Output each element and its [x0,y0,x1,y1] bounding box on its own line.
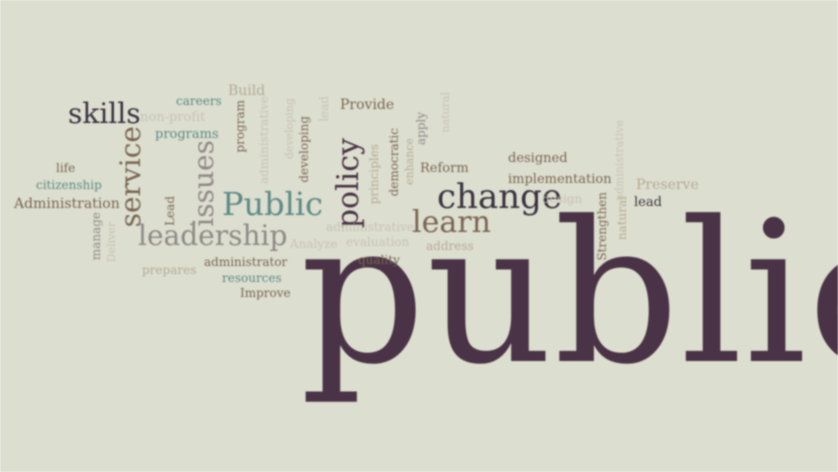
word-skills: skills [68,97,141,130]
word-careers: careers [176,94,222,108]
word-resources: resources [222,271,282,285]
word-issues: issues [187,140,220,227]
word-build: Build [228,83,266,99]
word-policy: policy [331,138,366,229]
word-natural: natural [615,196,629,241]
word-prepares: prepares [142,263,197,277]
word-evaluation: evaluation [346,235,410,249]
word-improve: Improve [240,286,291,300]
word-citizenship: citizenship [36,178,102,192]
word-developing-faint: developing [283,98,296,160]
word-management-faint: administrative [257,96,271,185]
word-change: change [437,177,562,217]
word-quality: quality [358,253,400,267]
word-reform: Reform [420,161,469,176]
word-manage: manage [89,212,103,261]
word-administrative: administrative [326,220,415,234]
word-implementation: implementation [508,172,612,187]
word-address: address [426,239,474,253]
word-preserve: Preserve [636,177,699,193]
word-design: design [542,192,583,206]
word-programs: programs [155,127,219,142]
word-leadership: leadership [138,219,288,252]
word-non-profit: non-profit [140,110,206,125]
word-apply: apply [414,112,428,146]
word-strengthen: Strengthen [595,192,609,261]
word-learn: learn [412,205,491,240]
word-program: program [233,100,247,153]
word-life: life [56,161,76,175]
word-enhance: enhance [403,138,416,185]
word-service: service [114,126,147,228]
word-public-large: public [300,180,838,408]
word-administrator: administrator [204,255,288,269]
word-provide: Provide [340,97,395,113]
word-deliver: Deliver [105,222,118,263]
word-designed: designed [508,151,568,166]
word-government: administrative [613,120,626,201]
word-analyze: Analyze [290,237,338,251]
word-lead-right: lead [634,195,662,210]
word-public-medium: Public [222,185,324,223]
word-lead-left: Lead [163,196,177,226]
word-help: lead [317,96,331,122]
word-democratic: democratic [387,128,401,197]
word-principles: principles [367,144,381,205]
word-critical: natural [439,92,452,133]
word-developing: developing [297,116,311,183]
word-administration: Administration [14,196,120,212]
